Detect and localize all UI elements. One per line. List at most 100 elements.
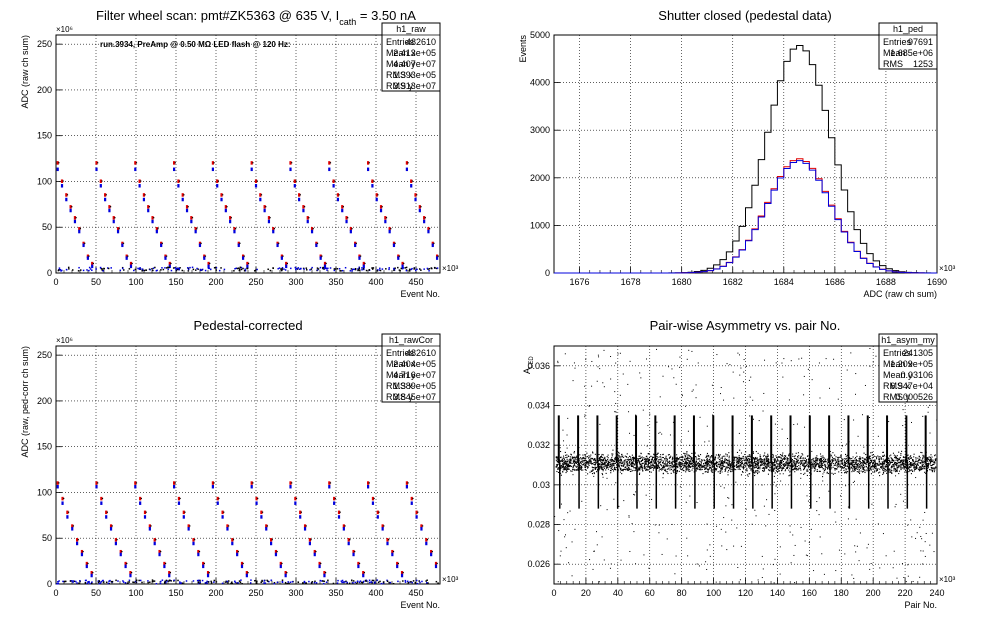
data-point bbox=[698, 455, 699, 456]
data-point bbox=[657, 453, 658, 454]
data-point bbox=[574, 457, 575, 458]
data-point bbox=[825, 461, 826, 462]
data-point bbox=[657, 457, 658, 458]
data-point bbox=[886, 464, 887, 465]
data-point bbox=[593, 460, 594, 461]
data-point-black bbox=[326, 263, 327, 264]
data-point bbox=[756, 458, 757, 459]
data-point-baseline bbox=[304, 581, 306, 583]
data-point-baseline bbox=[290, 268, 292, 270]
data-point bbox=[670, 456, 671, 457]
data-point-black bbox=[248, 263, 249, 264]
data-point bbox=[613, 463, 614, 464]
data-point-baseline bbox=[89, 267, 91, 269]
data-point bbox=[702, 466, 703, 467]
data-point bbox=[585, 455, 586, 456]
data-point bbox=[707, 464, 708, 465]
data-point bbox=[648, 461, 649, 462]
data-point bbox=[910, 464, 911, 465]
data-point bbox=[708, 470, 709, 471]
data-point bbox=[919, 456, 920, 457]
data-point bbox=[567, 460, 568, 461]
data-point bbox=[702, 473, 703, 474]
data-point bbox=[582, 470, 583, 471]
data-point-black bbox=[437, 563, 438, 564]
data-point bbox=[707, 458, 708, 459]
data-point bbox=[922, 466, 923, 467]
data-point-baseline bbox=[285, 269, 287, 271]
data-point bbox=[754, 475, 755, 476]
data-point bbox=[814, 461, 815, 462]
data-point-black bbox=[67, 194, 68, 195]
data-point-baseline bbox=[371, 581, 373, 583]
data-point bbox=[767, 456, 768, 457]
data-point-baseline bbox=[337, 580, 339, 582]
data-point bbox=[841, 455, 842, 456]
data-point-black bbox=[399, 256, 400, 257]
data-point-baseline bbox=[99, 581, 101, 583]
data-point-baseline bbox=[141, 270, 143, 272]
data-point-baseline bbox=[102, 270, 104, 272]
data-point bbox=[681, 469, 682, 470]
data-point bbox=[616, 467, 617, 468]
data-point bbox=[575, 470, 576, 471]
stats-value: 482610 bbox=[406, 37, 436, 47]
data-point bbox=[908, 457, 909, 458]
data-point bbox=[647, 467, 648, 468]
data-point bbox=[722, 458, 723, 459]
data-point-blue bbox=[182, 198, 184, 202]
data-point-black bbox=[265, 206, 266, 207]
data-point-baseline bbox=[410, 581, 412, 583]
data-point bbox=[653, 465, 654, 466]
data-point bbox=[630, 457, 631, 458]
data-point bbox=[857, 466, 858, 467]
data-point bbox=[844, 464, 845, 465]
data-point bbox=[765, 463, 766, 464]
data-point bbox=[593, 459, 594, 460]
data-point bbox=[587, 466, 588, 467]
data-point-black bbox=[223, 512, 224, 513]
data-point bbox=[928, 459, 929, 460]
data-point-black bbox=[243, 563, 244, 564]
data-point-blue bbox=[236, 553, 238, 557]
data-point bbox=[682, 465, 683, 466]
data-point bbox=[622, 463, 623, 464]
data-point bbox=[707, 460, 708, 461]
data-point bbox=[658, 461, 659, 462]
y-axis-exponent: ×10⁶ bbox=[56, 25, 73, 34]
data-point bbox=[764, 455, 765, 456]
data-point-baseline bbox=[140, 580, 142, 582]
data-point bbox=[814, 464, 815, 465]
data-point-baseline bbox=[409, 269, 411, 271]
data-point bbox=[659, 469, 660, 470]
data-point-baseline bbox=[372, 268, 374, 270]
data-point bbox=[646, 458, 647, 459]
data-point bbox=[846, 472, 847, 473]
data-point bbox=[893, 460, 894, 461]
data-point bbox=[642, 460, 643, 461]
data-point bbox=[595, 462, 596, 463]
data-point bbox=[773, 465, 774, 466]
data-point bbox=[766, 468, 767, 469]
data-point bbox=[895, 460, 896, 461]
data-point bbox=[687, 463, 688, 464]
data-point bbox=[864, 469, 865, 470]
data-point bbox=[690, 461, 691, 462]
data-point bbox=[847, 471, 848, 472]
data-point-blue bbox=[246, 574, 248, 578]
data-point bbox=[594, 473, 595, 474]
data-point bbox=[889, 460, 890, 461]
data-point bbox=[720, 473, 721, 474]
data-point bbox=[753, 451, 754, 452]
data-point bbox=[739, 450, 740, 451]
data-point-baseline bbox=[85, 582, 87, 584]
data-point bbox=[930, 461, 931, 462]
data-point bbox=[667, 473, 668, 474]
data-point bbox=[665, 457, 666, 458]
data-point bbox=[560, 457, 561, 458]
data-point bbox=[716, 465, 717, 466]
data-point bbox=[699, 466, 700, 467]
data-point-blue bbox=[100, 501, 102, 505]
data-point bbox=[722, 463, 723, 464]
data-point-black bbox=[88, 256, 89, 257]
